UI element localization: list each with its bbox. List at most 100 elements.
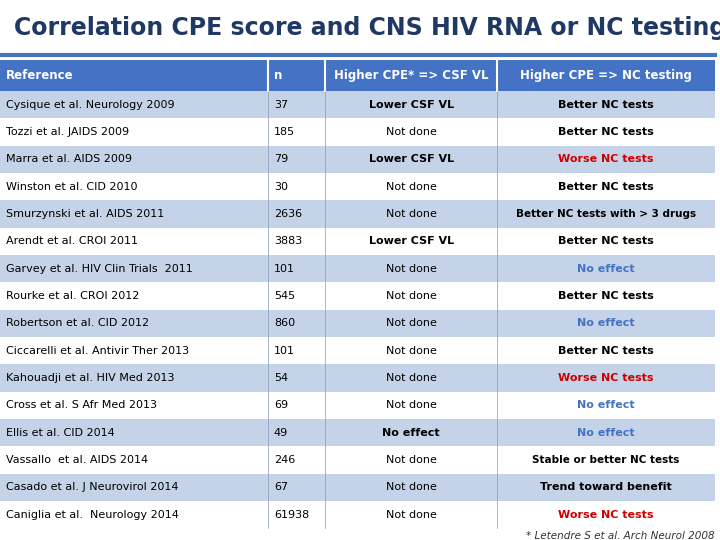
Text: Robertson et al. CID 2012: Robertson et al. CID 2012 bbox=[6, 319, 149, 328]
Text: Lower CSF VL: Lower CSF VL bbox=[369, 237, 454, 246]
Text: 185: 185 bbox=[274, 127, 295, 137]
FancyBboxPatch shape bbox=[268, 200, 325, 228]
Text: No effect: No effect bbox=[577, 264, 635, 274]
Text: 54: 54 bbox=[274, 373, 288, 383]
Text: Cross et al. S Afr Med 2013: Cross et al. S Afr Med 2013 bbox=[6, 401, 157, 410]
FancyBboxPatch shape bbox=[325, 173, 497, 200]
Text: Not done: Not done bbox=[386, 264, 436, 274]
FancyBboxPatch shape bbox=[325, 392, 497, 419]
Text: 246: 246 bbox=[274, 455, 295, 465]
FancyBboxPatch shape bbox=[497, 173, 715, 200]
Text: * Letendre S et al. Arch Neurol 2008: * Letendre S et al. Arch Neurol 2008 bbox=[526, 531, 715, 540]
FancyBboxPatch shape bbox=[497, 474, 715, 501]
Text: No effect: No effect bbox=[577, 319, 635, 328]
Text: 30: 30 bbox=[274, 181, 288, 192]
FancyBboxPatch shape bbox=[325, 419, 497, 447]
FancyBboxPatch shape bbox=[325, 447, 497, 474]
Text: Stable or better NC tests: Stable or better NC tests bbox=[532, 455, 680, 465]
Text: Cysique et al. Neurology 2009: Cysique et al. Neurology 2009 bbox=[6, 100, 174, 110]
Text: Ellis et al. CID 2014: Ellis et al. CID 2014 bbox=[6, 428, 114, 438]
FancyBboxPatch shape bbox=[497, 282, 715, 310]
Text: Reference: Reference bbox=[6, 69, 73, 82]
FancyBboxPatch shape bbox=[325, 60, 497, 91]
FancyBboxPatch shape bbox=[325, 146, 497, 173]
FancyBboxPatch shape bbox=[325, 474, 497, 501]
FancyBboxPatch shape bbox=[268, 60, 325, 91]
FancyBboxPatch shape bbox=[325, 255, 497, 282]
FancyBboxPatch shape bbox=[268, 419, 325, 447]
FancyBboxPatch shape bbox=[0, 337, 268, 364]
FancyBboxPatch shape bbox=[268, 364, 325, 391]
Text: 545: 545 bbox=[274, 291, 295, 301]
Text: Vassallo  et al. AIDS 2014: Vassallo et al. AIDS 2014 bbox=[6, 455, 148, 465]
Text: Kahouadji et al. HIV Med 2013: Kahouadji et al. HIV Med 2013 bbox=[6, 373, 174, 383]
Text: Trend toward benefit: Trend toward benefit bbox=[540, 482, 672, 492]
FancyBboxPatch shape bbox=[0, 310, 268, 337]
Text: 37: 37 bbox=[274, 100, 288, 110]
FancyBboxPatch shape bbox=[497, 255, 715, 282]
FancyBboxPatch shape bbox=[268, 228, 325, 255]
Text: 860: 860 bbox=[274, 319, 295, 328]
Text: Better NC tests: Better NC tests bbox=[558, 100, 654, 110]
FancyBboxPatch shape bbox=[268, 447, 325, 474]
Text: Correlation CPE score and CNS HIV RNA or NC testing: Correlation CPE score and CNS HIV RNA or… bbox=[14, 16, 720, 40]
Text: Smurzynski et al. AIDS 2011: Smurzynski et al. AIDS 2011 bbox=[6, 209, 164, 219]
Text: Better NC tests: Better NC tests bbox=[558, 346, 654, 356]
FancyBboxPatch shape bbox=[497, 200, 715, 228]
FancyBboxPatch shape bbox=[497, 310, 715, 337]
FancyBboxPatch shape bbox=[0, 282, 268, 310]
FancyBboxPatch shape bbox=[268, 91, 325, 118]
FancyBboxPatch shape bbox=[325, 501, 497, 529]
Text: Tozzi et al. JAIDS 2009: Tozzi et al. JAIDS 2009 bbox=[6, 127, 129, 137]
FancyBboxPatch shape bbox=[325, 364, 497, 391]
Text: Ciccarelli et al. Antivir Ther 2013: Ciccarelli et al. Antivir Ther 2013 bbox=[6, 346, 189, 356]
FancyBboxPatch shape bbox=[0, 364, 268, 391]
FancyBboxPatch shape bbox=[268, 310, 325, 337]
FancyBboxPatch shape bbox=[497, 392, 715, 419]
FancyBboxPatch shape bbox=[0, 419, 268, 447]
Text: Not done: Not done bbox=[386, 181, 436, 192]
Text: Not done: Not done bbox=[386, 373, 436, 383]
FancyBboxPatch shape bbox=[497, 118, 715, 146]
Text: Worse NC tests: Worse NC tests bbox=[558, 373, 654, 383]
FancyBboxPatch shape bbox=[0, 91, 268, 118]
Text: Arendt et al. CROI 2011: Arendt et al. CROI 2011 bbox=[6, 237, 138, 246]
Text: 101: 101 bbox=[274, 264, 295, 274]
Text: Lower CSF VL: Lower CSF VL bbox=[369, 154, 454, 164]
FancyBboxPatch shape bbox=[497, 447, 715, 474]
Text: Winston et al. CID 2010: Winston et al. CID 2010 bbox=[6, 181, 138, 192]
Text: Not done: Not done bbox=[386, 455, 436, 465]
FancyBboxPatch shape bbox=[497, 91, 715, 118]
FancyBboxPatch shape bbox=[268, 337, 325, 364]
FancyBboxPatch shape bbox=[497, 337, 715, 364]
FancyBboxPatch shape bbox=[268, 474, 325, 501]
Text: Better NC tests: Better NC tests bbox=[558, 291, 654, 301]
Text: Worse NC tests: Worse NC tests bbox=[558, 510, 654, 520]
FancyBboxPatch shape bbox=[0, 255, 268, 282]
Text: Better NC tests with > 3 drugs: Better NC tests with > 3 drugs bbox=[516, 209, 696, 219]
Text: Not done: Not done bbox=[386, 510, 436, 520]
Text: Higher CPE => NC testing: Higher CPE => NC testing bbox=[520, 69, 692, 82]
Text: Not done: Not done bbox=[386, 482, 436, 492]
Text: Better NC tests: Better NC tests bbox=[558, 237, 654, 246]
FancyBboxPatch shape bbox=[0, 447, 268, 474]
FancyBboxPatch shape bbox=[268, 255, 325, 282]
Text: Not done: Not done bbox=[386, 291, 436, 301]
FancyBboxPatch shape bbox=[0, 60, 268, 91]
FancyBboxPatch shape bbox=[268, 501, 325, 529]
Text: 3883: 3883 bbox=[274, 237, 302, 246]
Text: No effect: No effect bbox=[382, 428, 440, 438]
Text: Not done: Not done bbox=[386, 319, 436, 328]
FancyBboxPatch shape bbox=[325, 310, 497, 337]
Text: No effect: No effect bbox=[577, 428, 635, 438]
FancyBboxPatch shape bbox=[497, 501, 715, 529]
FancyBboxPatch shape bbox=[497, 419, 715, 447]
Text: Better NC tests: Better NC tests bbox=[558, 181, 654, 192]
FancyBboxPatch shape bbox=[497, 146, 715, 173]
Text: No effect: No effect bbox=[577, 401, 635, 410]
FancyBboxPatch shape bbox=[497, 60, 715, 91]
Text: Higher CPE* => CSF VL: Higher CPE* => CSF VL bbox=[334, 69, 488, 82]
FancyBboxPatch shape bbox=[268, 392, 325, 419]
FancyBboxPatch shape bbox=[268, 118, 325, 146]
Text: Not done: Not done bbox=[386, 346, 436, 356]
